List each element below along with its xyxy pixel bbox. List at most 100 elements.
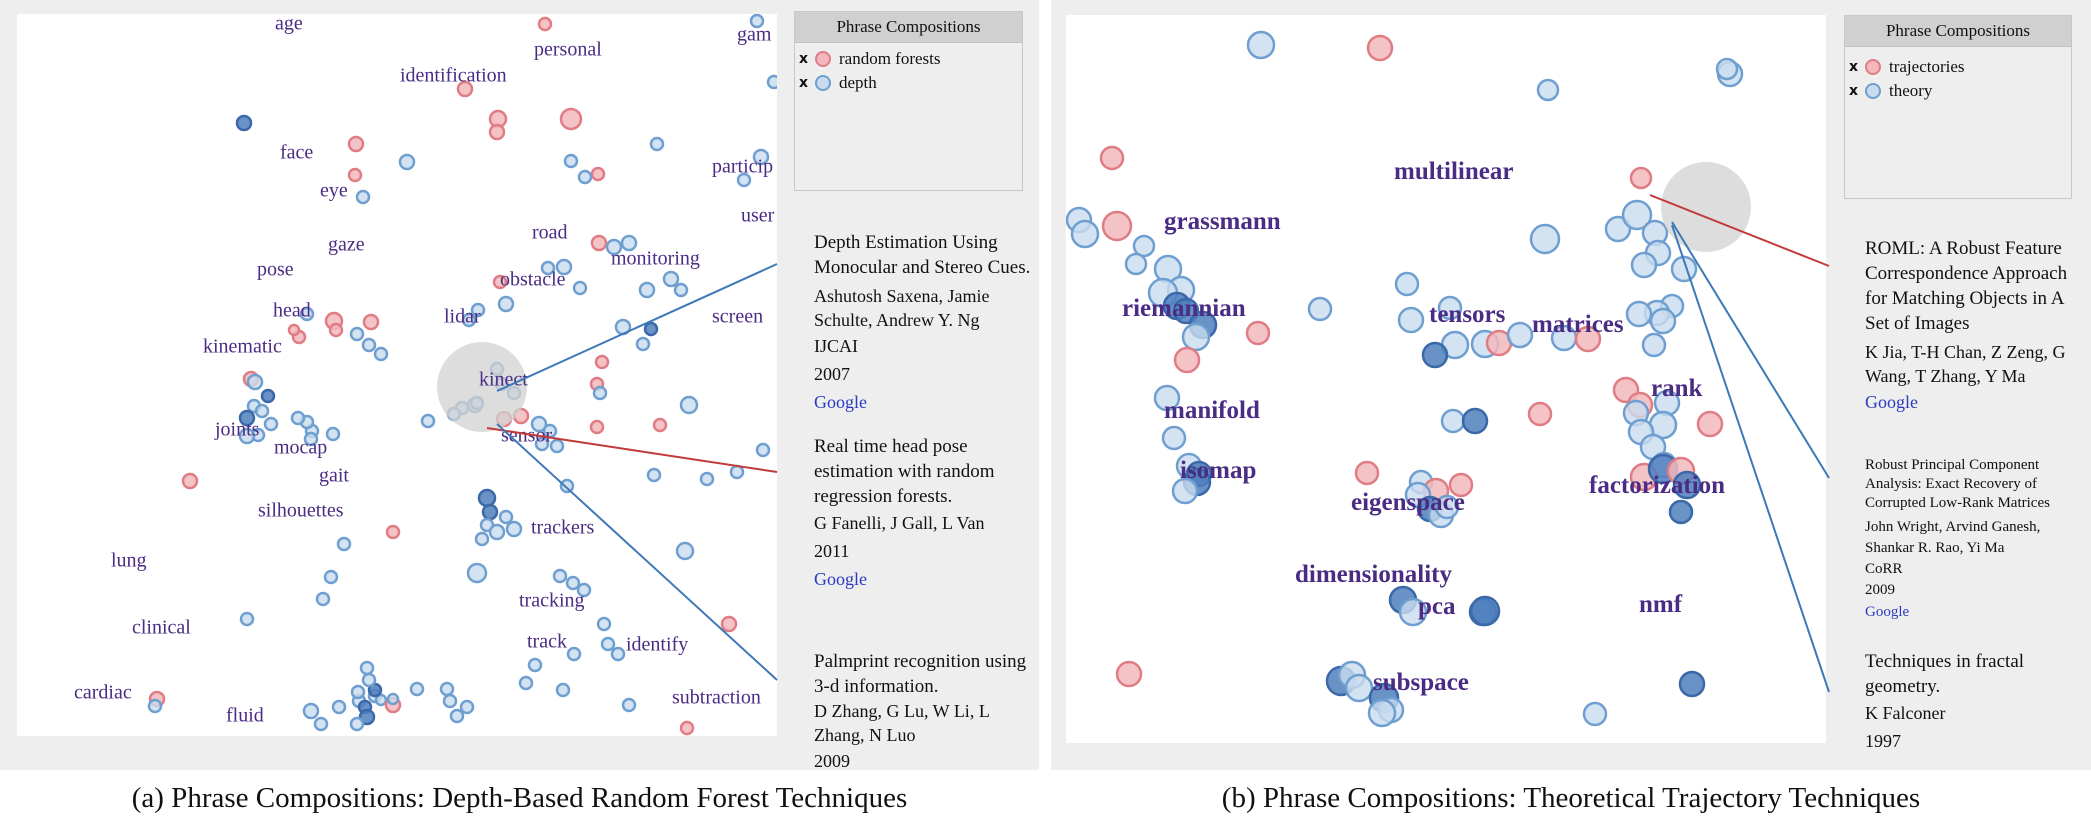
blue-paper-circle[interactable] xyxy=(263,416,279,432)
blue-paper-circle[interactable] xyxy=(409,681,425,697)
phrase-word[interactable]: gait xyxy=(319,464,349,487)
blue-paper-circle[interactable] xyxy=(766,74,777,90)
blue-paper-circle[interactable] xyxy=(729,464,745,480)
blue-paper-circle[interactable] xyxy=(1124,252,1148,276)
phrase-word[interactable]: tensors xyxy=(1429,301,1506,328)
phrase-word[interactable]: grassmann xyxy=(1164,208,1281,235)
blue-paper-circle[interactable] xyxy=(147,698,163,714)
blue-paper-circle[interactable] xyxy=(565,575,581,591)
blue-paper-circle[interactable] xyxy=(439,681,455,697)
remove-x-icon[interactable]: x xyxy=(1849,59,1859,75)
phrase-word[interactable]: clinical xyxy=(132,616,191,639)
blue-paper-circle[interactable] xyxy=(290,410,306,426)
red-paper-circle[interactable] xyxy=(1696,410,1724,438)
blue-paper-circle[interactable] xyxy=(1678,670,1706,698)
red-paper-circle[interactable] xyxy=(720,615,738,633)
blue-paper-circle[interactable] xyxy=(1397,306,1425,334)
blue-paper-circle[interactable] xyxy=(355,189,371,205)
blue-paper-circle[interactable] xyxy=(1582,701,1608,727)
scatter-canvas-b[interactable] xyxy=(1066,15,1826,743)
blue-paper-circle[interactable] xyxy=(398,153,416,171)
phrase-word[interactable]: manifold xyxy=(1164,397,1260,424)
red-paper-circle[interactable] xyxy=(347,135,365,153)
blue-paper-circle[interactable] xyxy=(1394,271,1420,297)
blue-paper-circle[interactable] xyxy=(459,699,475,715)
paper-entry[interactable]: Palmprint recognition using 3-d informat… xyxy=(814,649,1034,775)
blue-paper-circle[interactable] xyxy=(1367,698,1397,728)
phrase-word[interactable]: cardiac xyxy=(74,681,132,704)
phrase-word[interactable]: gaze xyxy=(328,233,365,256)
red-paper-circle[interactable] xyxy=(1629,166,1653,190)
red-paper-circle[interactable] xyxy=(652,417,668,433)
phrase-word[interactable]: age xyxy=(275,14,303,35)
blue-paper-circle[interactable] xyxy=(1715,57,1739,81)
legend-item-trajectories[interactable]: x trajectories xyxy=(1845,55,2071,79)
red-paper-circle[interactable] xyxy=(1366,34,1394,62)
lens-selection[interactable] xyxy=(1661,162,1751,252)
remove-x-icon[interactable]: x xyxy=(1849,83,1859,99)
blue-paper-circle[interactable] xyxy=(359,660,375,676)
red-paper-circle[interactable] xyxy=(347,167,363,183)
google-link[interactable]: Google xyxy=(814,569,867,589)
blue-paper-circle[interactable] xyxy=(1398,597,1428,627)
blue-paper-circle[interactable] xyxy=(488,523,506,541)
phrase-word[interactable]: rank xyxy=(1651,375,1703,402)
blue-paper-circle[interactable] xyxy=(1536,78,1560,102)
blue-paper-circle[interactable] xyxy=(646,467,662,483)
phrase-word[interactable]: kinematic xyxy=(203,335,282,358)
paper-entry[interactable]: Robust Principal Component Analysis: Exa… xyxy=(1865,456,2089,623)
phrase-word[interactable]: eigenspace xyxy=(1351,489,1465,516)
blue-paper-circle[interactable] xyxy=(527,657,543,673)
red-paper-circle[interactable] xyxy=(594,354,610,370)
red-paper-circle[interactable] xyxy=(1574,325,1602,353)
blue-paper-circle[interactable] xyxy=(596,616,612,632)
blue-paper-circle[interactable] xyxy=(1171,477,1199,505)
blue-paper-circle[interactable] xyxy=(1307,296,1333,322)
blue-paper-circle[interactable] xyxy=(1434,494,1460,520)
blue-paper-circle[interactable] xyxy=(1469,595,1501,627)
blue-paper-circle[interactable] xyxy=(555,682,571,698)
blue-paper-circle[interactable] xyxy=(1421,341,1449,369)
blue-paper-circle[interactable] xyxy=(610,646,626,662)
blue-paper-circle[interactable] xyxy=(498,509,514,525)
blue-paper-circle[interactable] xyxy=(466,562,488,584)
phrase-word[interactable]: face xyxy=(280,141,314,164)
phrase-word[interactable]: pca xyxy=(1418,593,1456,620)
blue-paper-circle[interactable] xyxy=(361,337,377,353)
blue-paper-circle[interactable] xyxy=(679,395,699,415)
blue-paper-circle[interactable] xyxy=(1641,332,1667,358)
blue-paper-circle[interactable] xyxy=(238,409,256,427)
red-paper-circle[interactable] xyxy=(385,524,401,540)
blue-paper-circle[interactable] xyxy=(1649,307,1677,335)
phrase-word[interactable]: screen xyxy=(712,305,764,328)
phrase-word[interactable]: pose xyxy=(257,258,294,281)
blue-paper-circle[interactable] xyxy=(374,693,388,707)
red-paper-circle[interactable] xyxy=(559,107,583,131)
red-paper-circle[interactable] xyxy=(537,16,553,32)
phrase-word[interactable]: dimensionality xyxy=(1295,561,1452,588)
remove-x-icon[interactable]: x xyxy=(799,51,809,67)
blue-paper-circle[interactable] xyxy=(552,568,568,584)
blue-paper-circle[interactable] xyxy=(373,346,389,362)
blue-paper-circle[interactable] xyxy=(442,693,458,709)
blue-paper-circle[interactable] xyxy=(752,148,770,166)
blue-paper-circle[interactable] xyxy=(323,569,339,585)
blue-paper-circle[interactable] xyxy=(325,426,341,442)
blue-paper-circle[interactable] xyxy=(477,488,497,508)
phrase-word[interactable]: lung xyxy=(111,549,147,572)
blue-paper-circle[interactable] xyxy=(1461,407,1489,435)
google-link[interactable]: Google xyxy=(1865,604,1910,620)
blue-paper-circle[interactable] xyxy=(505,520,523,538)
red-paper-circle[interactable] xyxy=(590,166,606,182)
blue-paper-circle[interactable] xyxy=(1440,408,1466,434)
red-paper-circle[interactable] xyxy=(488,123,506,141)
blue-paper-circle[interactable] xyxy=(349,326,365,342)
blue-paper-circle[interactable] xyxy=(577,169,593,185)
blue-paper-circle[interactable] xyxy=(1070,219,1100,249)
blue-paper-circle[interactable] xyxy=(1153,384,1181,412)
blue-paper-circle[interactable] xyxy=(331,699,347,715)
blue-paper-circle[interactable] xyxy=(358,708,376,726)
blue-paper-circle[interactable] xyxy=(1604,215,1632,243)
phrase-word[interactable]: obstacle xyxy=(500,268,566,291)
phrase-word[interactable]: subtraction xyxy=(672,686,761,709)
